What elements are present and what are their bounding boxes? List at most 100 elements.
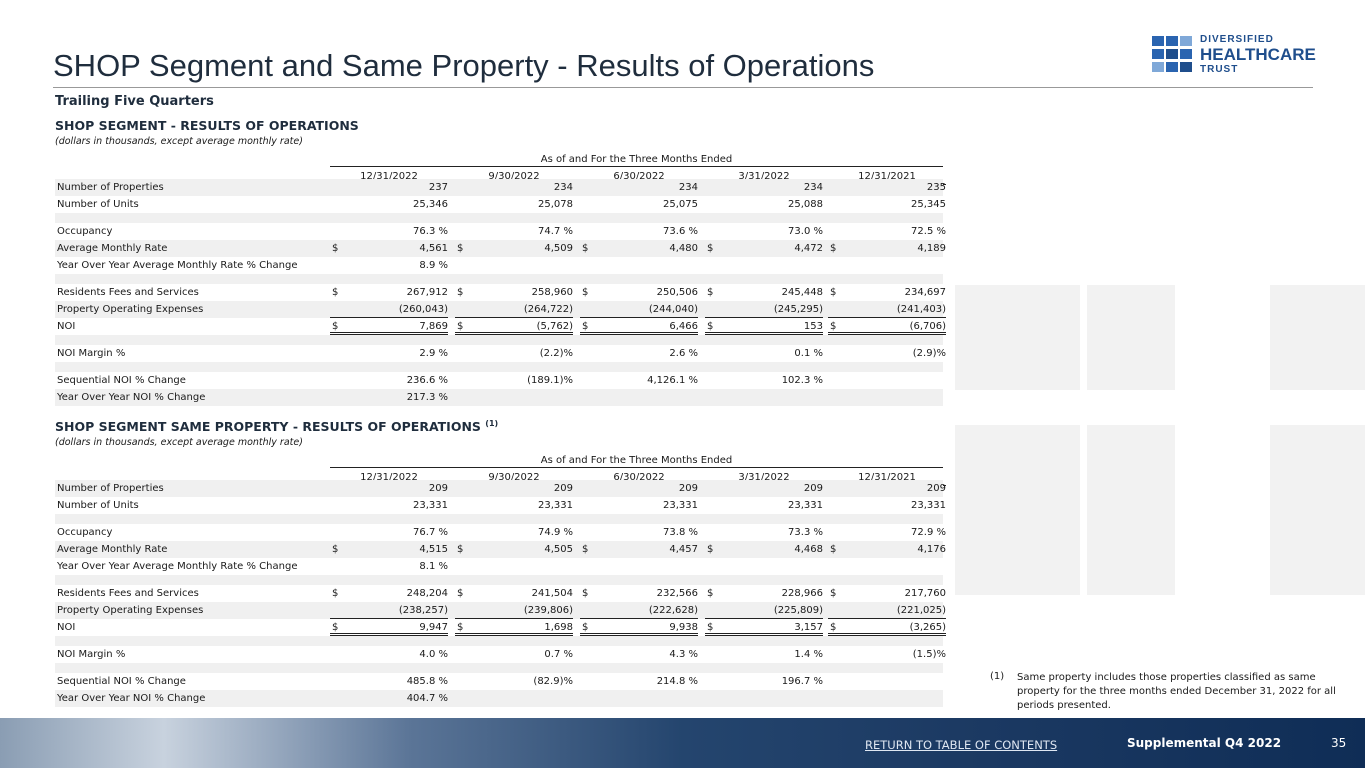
cell: 485.8 % — [330, 673, 448, 689]
cell: (82.9)% — [455, 673, 573, 689]
bg-square — [1270, 425, 1365, 595]
cell: 74.9 % — [455, 524, 573, 540]
cell: $267,912 — [330, 284, 448, 300]
row-label: Property Operating Expenses — [57, 304, 204, 315]
cell: $217,760 — [828, 585, 946, 601]
cell: (260,043) — [330, 301, 448, 318]
cell-value: 72.9 % — [911, 527, 946, 538]
currency-sign: $ — [707, 243, 714, 254]
currency-sign: $ — [830, 622, 837, 633]
cell: $228,966 — [705, 585, 823, 601]
cell-value: 0.1 % — [794, 348, 823, 359]
table-row: Property Operating Expenses (260,043) (264… — [55, 301, 946, 318]
cell: 8.9 % — [330, 257, 448, 273]
cell: $250,506 — [580, 284, 698, 300]
cell-value: 228,966 — [781, 588, 823, 599]
cell-value: 23,331 — [911, 500, 946, 511]
toc-link[interactable]: RETURN TO TABLE OF CONTENTS — [865, 738, 1058, 752]
spacer-row — [55, 514, 943, 524]
cell-value: (82.9)% — [533, 676, 573, 687]
cell-value: 4,505 — [544, 544, 573, 555]
spacer-row — [55, 575, 943, 585]
cell-value: (225,809) — [773, 605, 823, 616]
table-row: Year Over Year Average Monthly Rate % Ch… — [55, 558, 943, 575]
cell: 209 — [580, 480, 698, 496]
cell: 23,331 — [705, 497, 823, 513]
cell-value: 25,075 — [663, 199, 698, 210]
row-label: Number of Properties — [57, 483, 164, 494]
cell: $9,938 — [580, 619, 698, 636]
cell: 217.3 % — [330, 389, 448, 405]
cell: (245,295) — [705, 301, 823, 318]
cell-value: 73.0 % — [788, 226, 823, 237]
table-row: NOI Margin % 4.0 % 0.7 % 4.3 % 1.4 % (1.5)% — [55, 646, 946, 663]
cell: $3,157 — [705, 619, 823, 636]
cell: 0.1 % — [705, 345, 823, 361]
spacer-row — [55, 636, 943, 646]
spacer-row — [55, 213, 943, 223]
cell: (2.9)% — [828, 345, 946, 361]
row-label: Sequential NOI % Change — [57, 676, 186, 687]
cell-value: (245,295) — [773, 304, 823, 315]
period-header: As of and For the Three Months Ended — [330, 454, 943, 468]
section-title: SHOP SEGMENT - RESULTS OF OPERATIONS — [55, 118, 359, 133]
cell: 234 — [705, 179, 823, 195]
currency-sign: $ — [457, 588, 464, 599]
cell-value: 209 — [803, 483, 823, 494]
cell: $245,448 — [705, 284, 823, 300]
currency-sign: $ — [707, 321, 714, 332]
currency-sign: $ — [457, 287, 464, 298]
cell: (238,257) — [330, 602, 448, 619]
cell: 72.5 % — [828, 223, 946, 239]
currency-sign: $ — [332, 287, 339, 298]
cell-value: 404.7 % — [406, 693, 448, 704]
cell-value: (6,706) — [909, 321, 946, 332]
currency-sign: $ — [457, 544, 464, 555]
cell: 72.9 % — [828, 524, 946, 540]
cell-value: (2.2)% — [539, 348, 573, 359]
cell: 235 — [828, 179, 946, 195]
currency-sign: $ — [830, 321, 837, 332]
cell-value: 25,078 — [538, 199, 573, 210]
currency-sign: $ — [582, 622, 589, 633]
bg-square — [1087, 285, 1175, 390]
cell-value: (241,403) — [896, 304, 946, 315]
spacer-row — [55, 362, 943, 372]
row-label: Residents Fees and Services — [57, 287, 199, 298]
footnote-ref: (1) — [485, 419, 499, 428]
cell: (241,403) — [828, 301, 946, 318]
cell-value: (264,722) — [523, 304, 573, 315]
currency-sign: $ — [332, 544, 339, 555]
footer-band — [0, 718, 1365, 768]
currency-sign: $ — [707, 287, 714, 298]
cell-value: 235 — [926, 182, 946, 193]
cell: $4,176 — [828, 541, 946, 557]
cell: 2.6 % — [580, 345, 698, 361]
cell-value: (5,762) — [536, 321, 573, 332]
cell: 237 — [330, 179, 448, 195]
cell: 209 — [828, 480, 946, 496]
table-row: Residents Fees and Services $267,912 $258,… — [55, 284, 946, 301]
page-number: 35 — [1331, 736, 1347, 750]
row-label: Year Over Year Average Monthly Rate % Ch… — [57, 561, 298, 572]
table-row: Residents Fees and Services $248,204 $241,… — [55, 585, 946, 602]
cell: 236.6 % — [330, 372, 448, 388]
row-label: Occupancy — [57, 527, 113, 538]
cell: 214.8 % — [580, 673, 698, 689]
period-header: As of and For the Three Months Ended — [330, 153, 943, 167]
cell-value: 73.6 % — [663, 226, 698, 237]
cell-value: (222,628) — [648, 605, 698, 616]
cell-value: 25,088 — [788, 199, 823, 210]
cell: (222,628) — [580, 602, 698, 619]
cell: $7,869 — [330, 318, 448, 335]
cell: $4,189 — [828, 240, 946, 256]
cell-value: 4,480 — [669, 243, 698, 254]
cell: $153 — [705, 318, 823, 335]
table-row: Number of Units 25,346 25,078 25,075 25,088 2… — [55, 196, 946, 213]
cell-value: (221,025) — [896, 605, 946, 616]
cell-value: 23,331 — [538, 500, 573, 511]
cell: 102.3 % — [705, 372, 823, 388]
cell-value: 23,331 — [663, 500, 698, 511]
cell: (264,722) — [455, 301, 573, 318]
cell-value: 1,698 — [544, 622, 573, 633]
